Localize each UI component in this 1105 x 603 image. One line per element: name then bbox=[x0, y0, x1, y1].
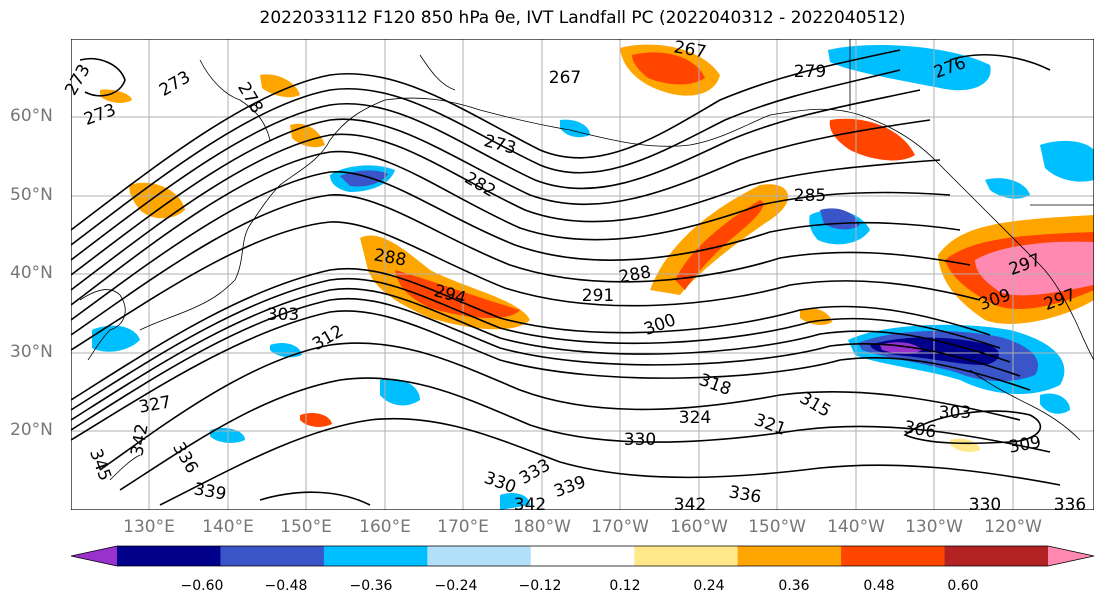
lon-label-130e: 130°E bbox=[123, 517, 175, 537]
lat-label-60: 60°N bbox=[10, 106, 53, 126]
colorbar-tick: −0.12 bbox=[518, 578, 562, 594]
contour-label: 330 bbox=[624, 430, 656, 450]
colorbar-tick: 0.60 bbox=[947, 578, 979, 594]
lon-label-140w: 140°W bbox=[827, 517, 885, 537]
lon-label-160e: 160°E bbox=[359, 517, 411, 537]
colorbar-segment bbox=[634, 546, 739, 566]
contour-label: 303 bbox=[267, 305, 299, 325]
colorbar-segment bbox=[427, 546, 532, 566]
lat-label-40: 40°N bbox=[10, 263, 53, 283]
lon-label-140e: 140°E bbox=[202, 517, 254, 537]
contour-label: 342 bbox=[674, 495, 706, 515]
colorbar-tick: 0.36 bbox=[778, 578, 810, 594]
colorbar-segment bbox=[117, 546, 221, 566]
lon-label-180w: 180°W bbox=[513, 517, 571, 537]
colorbar-tick: 0.12 bbox=[609, 578, 641, 594]
colorbar bbox=[70, 545, 1095, 567]
colorbar-segment bbox=[220, 546, 325, 566]
lon-label-120w: 120°W bbox=[984, 517, 1042, 537]
contour-label: 279 bbox=[794, 62, 826, 82]
contour-label: 285 bbox=[794, 186, 826, 206]
lat-label-30: 30°N bbox=[10, 342, 53, 362]
colorbar-extend-high bbox=[1048, 546, 1094, 566]
colorbar-extend-low bbox=[71, 546, 117, 566]
lon-label-130w: 130°W bbox=[905, 517, 963, 537]
lon-label-170e: 170°E bbox=[437, 517, 489, 537]
contour-label: 303 bbox=[939, 403, 971, 423]
lat-label-20: 20°N bbox=[10, 420, 53, 440]
lon-label-160w: 160°W bbox=[670, 517, 728, 537]
colorbar-segment bbox=[323, 546, 428, 566]
colorbar-segment bbox=[944, 546, 1049, 566]
colorbar-tick: −0.60 bbox=[180, 578, 224, 594]
colorbar-segment bbox=[841, 546, 946, 566]
colorbar-segment bbox=[530, 546, 635, 566]
colorbar-tick: −0.48 bbox=[264, 578, 308, 594]
lon-label-170w: 170°W bbox=[591, 517, 649, 537]
colorbar-tick: −0.24 bbox=[434, 578, 478, 594]
lon-label-150e: 150°E bbox=[280, 517, 332, 537]
contour-label: 336 bbox=[1054, 495, 1086, 515]
contour-label: 291 bbox=[582, 286, 614, 306]
colorbar-segment bbox=[737, 546, 842, 566]
colorbar-tick: 0.48 bbox=[863, 578, 895, 594]
map-title: 2022033112 F120 850 hPa θe, IVT Landfall… bbox=[259, 8, 906, 28]
lat-label-50: 50°N bbox=[10, 185, 53, 205]
colorbar-tick: −0.36 bbox=[349, 578, 393, 594]
contour-label: 267 bbox=[549, 68, 581, 88]
contour-label: 324 bbox=[679, 408, 711, 428]
colorbar-tick: 0.24 bbox=[693, 578, 725, 594]
lon-label-150w: 150°W bbox=[748, 517, 806, 537]
theta-e-contours bbox=[71, 49, 1061, 506]
contour-label: 342 bbox=[514, 495, 546, 515]
graticule bbox=[71, 39, 1094, 510]
map-area bbox=[71, 39, 1094, 510]
coastlines bbox=[79, 39, 1094, 481]
ivt-shading bbox=[92, 44, 1094, 510]
contour-label: 330 bbox=[969, 495, 1001, 515]
